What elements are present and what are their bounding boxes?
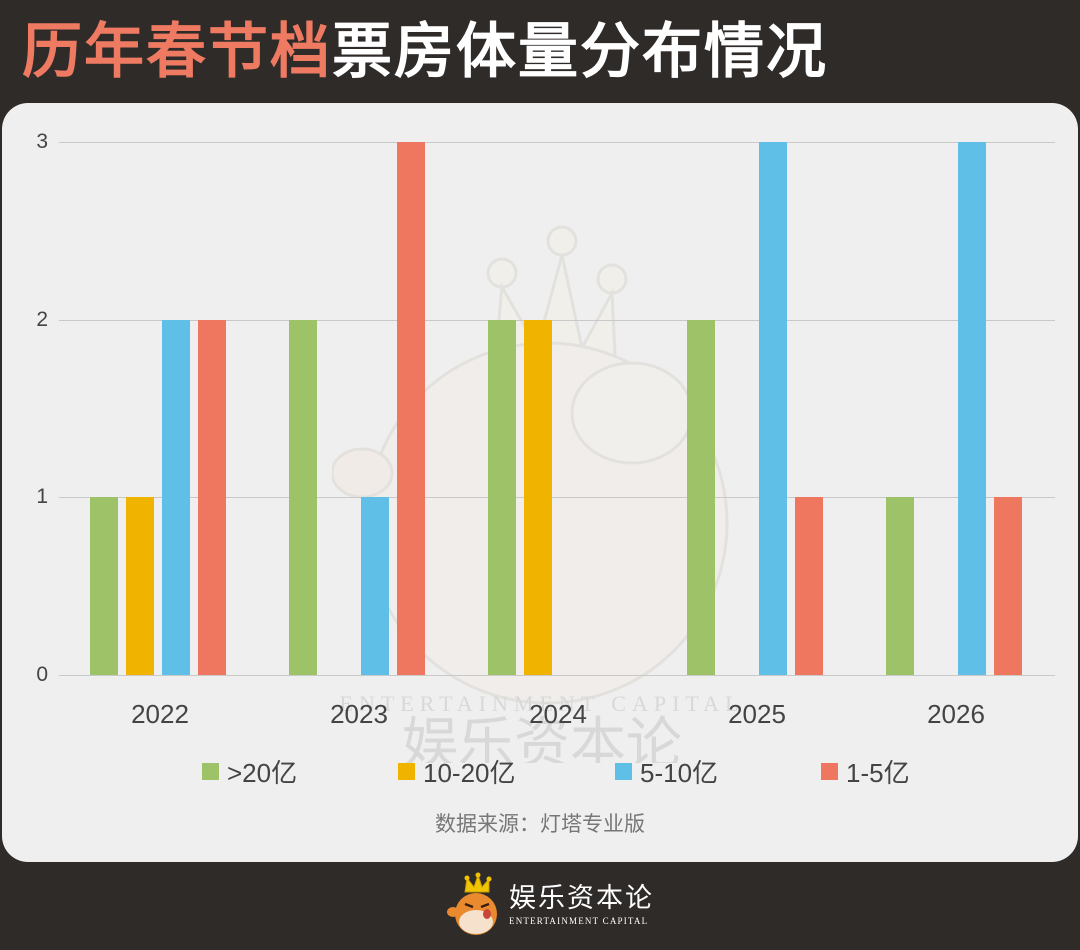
bar-2022-0 <box>90 497 118 675</box>
bar-2024-0 <box>488 319 516 675</box>
gridline <box>59 319 1055 321</box>
bar-2023-0 <box>289 319 317 675</box>
brand-name-cn: 娱乐资本论 <box>509 883 654 915</box>
legend-item-gt20: >20亿 <box>202 753 297 790</box>
gridline <box>59 142 1055 143</box>
bar-2026-0 <box>886 497 914 675</box>
gridline <box>59 497 1055 499</box>
bar-2022-1 <box>126 497 154 675</box>
bar-2024-1 <box>524 319 552 675</box>
page-title: 历年春节档 票房体量分布情况 <box>22 14 828 90</box>
title-rest: 票房体量分布情况 <box>332 17 828 87</box>
brand-footer: 娱乐资本论 ENTERTAINMENT CAPITAL <box>445 868 665 942</box>
x-tick-label: 2026 <box>927 699 985 729</box>
bar-2025-3 <box>795 497 823 675</box>
legend-item-1-5: 1-5亿 <box>821 753 910 790</box>
y-tick-label: 0 <box>36 663 48 686</box>
title-highlight: 历年春节档 <box>22 17 332 87</box>
bar-2022-3 <box>198 319 226 675</box>
mascot-logo-icon <box>447 872 497 935</box>
y-tick-label: 1 <box>36 485 48 509</box>
legend: >20亿 10-20亿 5-10亿 1-5亿 <box>2 753 1078 790</box>
legend-swatch-icon <box>202 763 219 780</box>
legend-swatch-icon <box>398 763 415 780</box>
y-tick-label: 2 <box>36 307 48 331</box>
legend-swatch-icon <box>821 763 838 780</box>
x-tick-label: 2024 <box>529 699 587 729</box>
bar-2025-0 <box>687 319 715 675</box>
legend-label: 1-5亿 <box>846 758 910 788</box>
legend-label: 5-10亿 <box>640 758 719 788</box>
x-tick-label: 2023 <box>330 699 388 729</box>
x-tick-label: 2025 <box>728 699 786 729</box>
legend-swatch-icon <box>615 763 632 780</box>
legend-label: >20亿 <box>227 758 298 788</box>
legend-item-5-10: 5-10亿 <box>615 753 718 790</box>
bar-2022-2 <box>162 319 190 675</box>
x-tick-label: 2022 <box>131 699 189 729</box>
gridline <box>59 675 1055 676</box>
bar-2025-2 <box>759 142 787 675</box>
legend-item-10-20: 10-20亿 <box>398 753 516 790</box>
y-tick-label: 3 <box>36 130 48 153</box>
bar-2023-3 <box>397 142 425 675</box>
legend-label: 10-20亿 <box>423 758 516 788</box>
bar-2026-2 <box>958 142 986 675</box>
brand-name-en: ENTERTAINMENT CAPITAL <box>509 915 649 926</box>
bar-2026-3 <box>994 497 1022 675</box>
data-source: 数据来源：灯塔专业版 <box>435 812 645 836</box>
bar-2023-2 <box>361 497 389 675</box>
